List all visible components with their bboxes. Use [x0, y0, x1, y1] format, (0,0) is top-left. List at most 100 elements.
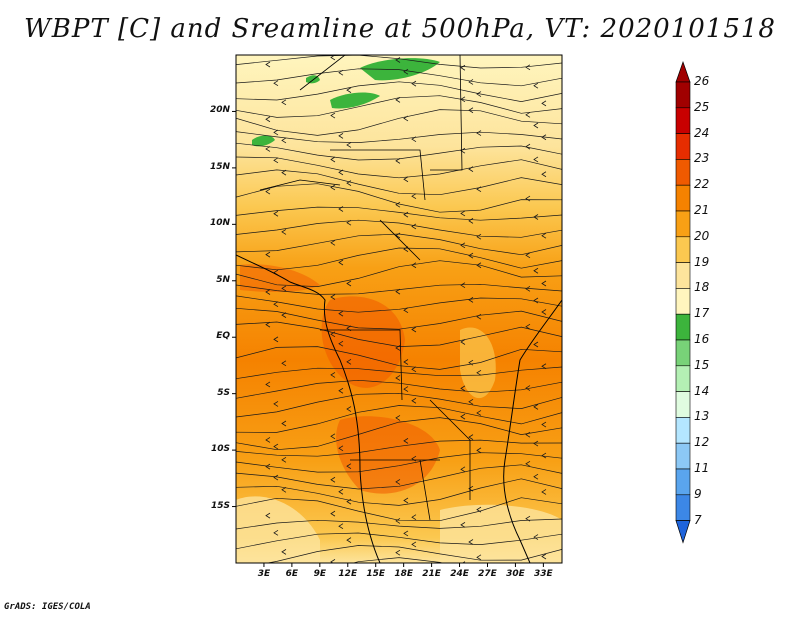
colorbar-label: 24: [694, 125, 710, 140]
wbpt-green-patch: [330, 92, 380, 109]
streamline-arrow: [403, 307, 409, 314]
streamline: [236, 206, 562, 221]
streamline-arrow: [273, 80, 279, 87]
streamline-arrow: [265, 146, 271, 152]
streamline-arrow: [476, 130, 482, 136]
colorbar-swatch: [675, 81, 691, 109]
streamline-arrow: [346, 406, 352, 412]
streamline-arrow: [468, 252, 474, 259]
streamlines: [236, 55, 562, 563]
streamline-arrow: [533, 404, 539, 410]
streamline-arrow: [281, 285, 287, 292]
streamline-arrow: [541, 280, 547, 287]
streamline-arrow: [346, 498, 352, 505]
streamline-arrow: [460, 522, 466, 528]
streamline-arrow: [533, 473, 539, 480]
streamline-arrow: [533, 267, 539, 274]
colorbar-swatch: [675, 288, 691, 315]
streamline-arrow: [476, 91, 482, 97]
streamline-arrow: [338, 340, 344, 347]
colorbar-label: 16: [694, 332, 710, 346]
streamline-arrow: [403, 176, 409, 183]
streamline-arrow: [525, 431, 531, 438]
streamline-arrow: [468, 297, 474, 303]
streamline-arrow: [460, 242, 466, 249]
streamline-arrow: [411, 223, 417, 230]
streamline-arrow: [273, 157, 279, 164]
streamline-arrow: [462, 561, 466, 563]
streamline-arrow: [330, 55, 336, 61]
streamline-arrow: [541, 134, 547, 141]
lat-tick-label: 5S: [217, 387, 230, 398]
streamline-arrow: [525, 385, 531, 391]
streamline-arrow: [411, 397, 417, 404]
colorbar-label: 18: [694, 280, 710, 295]
streamline-arrow: [476, 369, 482, 376]
streamline-arrow: [541, 363, 547, 370]
streamline-arrow: [403, 246, 409, 252]
coastline-west: [236, 254, 381, 563]
streamline-arrow: [273, 529, 279, 536]
streamline-arrow: [533, 122, 539, 129]
streamline-arrow: [281, 99, 287, 106]
streamline-arrow: [525, 285, 531, 292]
streamline: [236, 392, 562, 418]
lat-tick-label: 15N: [209, 161, 230, 172]
streamline: [236, 131, 562, 143]
streamline-arrow: [273, 210, 279, 217]
lat-tick-label: 5N: [216, 274, 230, 285]
streamline-arrow: [460, 466, 466, 473]
colorbar-label: 19: [694, 254, 710, 269]
streamline: [236, 452, 562, 473]
streamline-arrow: [395, 375, 401, 381]
streamline-arrow: [346, 463, 352, 470]
streamline-arrow: [533, 82, 539, 89]
streamline-arrow: [476, 554, 482, 561]
wbpt-cool-patch: [440, 504, 562, 563]
streamline: [236, 219, 562, 238]
streamline-arrow: [411, 541, 417, 548]
streamline-arrow: [330, 559, 336, 563]
colorbar-label: 22: [694, 177, 710, 192]
footer-credit: GrADS: IGES/COLA: [4, 602, 91, 612]
streamline-arrow: [411, 262, 417, 269]
streamline-arrow: [281, 420, 287, 427]
streamline-arrow: [476, 233, 482, 240]
colorbar-bottom-arrow: [675, 520, 691, 544]
streamline-arrow: [533, 156, 539, 163]
streamline-arrow: [265, 251, 271, 258]
colorbar-swatch: [675, 210, 691, 238]
streamline-arrow: [468, 218, 474, 224]
colorbar-swatch: [675, 262, 691, 289]
streamline-arrow: [476, 410, 482, 416]
streamline-arrow: [525, 143, 531, 150]
streamline-arrow: [338, 206, 344, 212]
streamline-arrow: [533, 440, 539, 447]
streamline-arrow: [411, 326, 417, 333]
streamline-arrow: [346, 280, 352, 287]
country-borders: [259, 55, 471, 521]
colorbar-label: 14: [694, 383, 710, 398]
streamline-arrow: [460, 339, 466, 345]
streamline-arrow: [476, 186, 482, 193]
colorbar-swatch: [675, 494, 691, 521]
streamline-arrow: [468, 359, 474, 366]
colorbar-label: 26: [694, 74, 710, 88]
streamline-arrow: [338, 445, 344, 452]
streamline-arrow: [330, 184, 336, 191]
streamline-arrow: [281, 486, 287, 493]
lon-tick-label: 21E: [422, 569, 441, 579]
streamline-arrow: [395, 479, 401, 485]
streamline-arrow: [533, 534, 539, 540]
streamline-arrow: [541, 171, 547, 178]
streamline-arrow: [265, 116, 271, 123]
streamline-arrow: [346, 537, 352, 543]
streamline-arrow: [411, 136, 417, 143]
colorbar-swatch: [675, 184, 691, 212]
streamline: [236, 68, 562, 87]
streamline-arrow: [273, 443, 279, 450]
streamline-arrow: [476, 506, 482, 513]
streamline: [236, 532, 562, 550]
streamline: [236, 307, 562, 330]
lon-tick-label: 3E: [257, 569, 271, 579]
